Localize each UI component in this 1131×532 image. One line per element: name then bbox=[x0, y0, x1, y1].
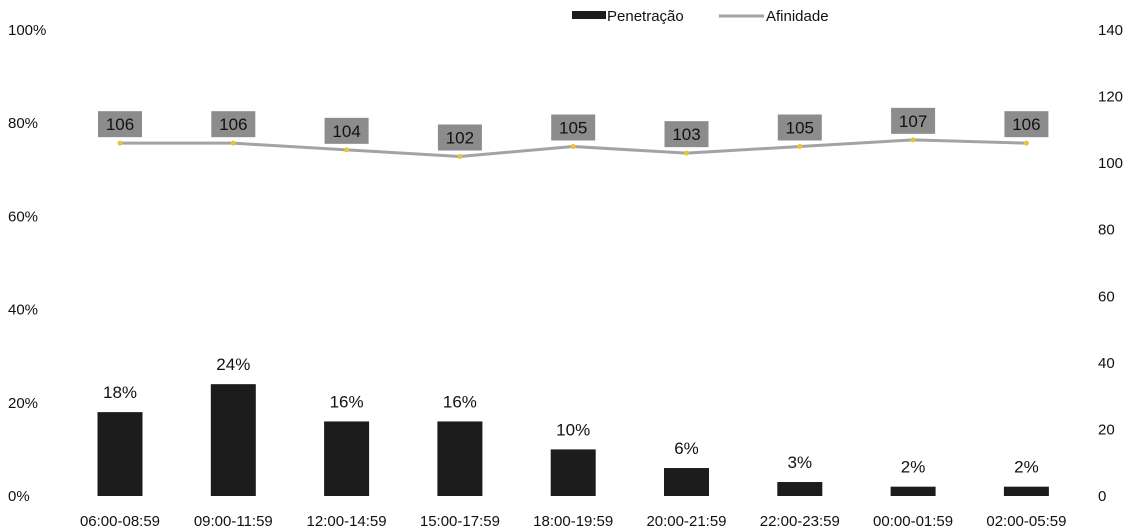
bar-series-penetracao bbox=[97, 384, 1049, 496]
category-label: 09:00-11:59 bbox=[194, 513, 273, 530]
x-axis-categories: 06:00-08:59 09:00-11:59 12:00-14:59 15:00-1… bbox=[80, 513, 1066, 530]
line-label-text: 103 bbox=[672, 125, 700, 144]
bar-value-label: 2% bbox=[901, 458, 926, 477]
right-tick-label: 0 bbox=[1098, 488, 1106, 505]
line-value-label: 106 bbox=[211, 111, 256, 138]
line-label-box bbox=[98, 111, 142, 138]
bar-value-label: 24% bbox=[216, 355, 250, 374]
left-tick-label: 40% bbox=[8, 302, 38, 319]
line-marker bbox=[570, 144, 576, 149]
left-tick-label: 20% bbox=[8, 395, 38, 412]
bar-value-label: 6% bbox=[674, 439, 699, 458]
left-axis: 0% 20% 40% 60% 80% 100% bbox=[8, 22, 46, 505]
bar-value-label: 16% bbox=[443, 392, 477, 411]
line-label-box bbox=[324, 117, 369, 144]
category-label: 12:00-14:59 bbox=[307, 513, 387, 530]
line-marker bbox=[344, 147, 350, 153]
bar bbox=[437, 421, 483, 496]
category-label: 06:00-08:59 bbox=[80, 513, 160, 530]
bar-value-label: 2% bbox=[1014, 458, 1039, 477]
category-label: 18:00-19:59 bbox=[533, 513, 613, 530]
line-marker bbox=[910, 137, 916, 143]
category-label: 02:00-05:59 bbox=[986, 513, 1066, 530]
bar-value-label: 3% bbox=[788, 453, 813, 472]
right-tick-label: 20 bbox=[1098, 421, 1115, 438]
line-label-box bbox=[777, 114, 822, 141]
right-tick-label: 40 bbox=[1098, 355, 1115, 372]
line-label-text: 105 bbox=[786, 119, 814, 138]
line-label-text: 106 bbox=[219, 115, 247, 134]
bar bbox=[210, 384, 256, 496]
line-value-label: 106 bbox=[1004, 111, 1049, 138]
line-marker bbox=[230, 140, 236, 146]
category-label: 00:00-01:59 bbox=[873, 513, 953, 530]
line-label-box bbox=[211, 111, 256, 138]
bar-data-labels: 18% 24% 16% 16% 10% 6% 3% 2% 2% bbox=[103, 355, 1039, 477]
line-value-label: 105 bbox=[551, 114, 596, 141]
line-label-text: 102 bbox=[446, 128, 474, 147]
line-marker bbox=[457, 153, 463, 159]
line-value-label: 106 bbox=[98, 111, 142, 138]
left-tick-label: 60% bbox=[8, 208, 38, 225]
line-label-text: 106 bbox=[1012, 115, 1040, 134]
bar bbox=[324, 421, 370, 496]
left-tick-label: 0% bbox=[8, 488, 30, 505]
legend-swatch-penetracao bbox=[572, 11, 606, 19]
bar bbox=[550, 449, 596, 496]
line-value-label: 102 bbox=[437, 124, 482, 151]
line-value-label: 105 bbox=[777, 114, 822, 141]
category-label: 20:00-21:59 bbox=[646, 513, 726, 530]
line-label-text: 106 bbox=[106, 115, 134, 134]
bar bbox=[1003, 486, 1049, 496]
line-value-label: 104 bbox=[324, 117, 369, 144]
bar-value-label: 10% bbox=[556, 420, 590, 439]
line-label-text: 105 bbox=[559, 119, 587, 138]
line-label-box bbox=[1004, 111, 1049, 138]
bar bbox=[664, 468, 709, 496]
line-label-box bbox=[664, 121, 709, 148]
line-data-labels: 106 106 104 102 105 103 105 107 106 bbox=[98, 107, 1049, 151]
right-tick-label: 100 bbox=[1098, 155, 1123, 172]
bar bbox=[890, 486, 936, 496]
right-tick-label: 80 bbox=[1098, 222, 1115, 239]
legend: Penetração Afinidade bbox=[572, 8, 829, 25]
right-tick-label: 120 bbox=[1098, 89, 1123, 106]
line-label-text: 107 bbox=[899, 112, 927, 131]
bar-value-label: 16% bbox=[330, 392, 364, 411]
left-tick-label: 100% bbox=[8, 22, 46, 39]
line-value-label: 107 bbox=[891, 107, 936, 134]
category-label: 22:00-23:59 bbox=[760, 513, 840, 530]
line-marker bbox=[117, 140, 123, 146]
bar-value-label: 18% bbox=[103, 383, 137, 402]
line-marker bbox=[797, 144, 803, 149]
line-series-afinidade bbox=[117, 137, 1029, 159]
line-label-text: 104 bbox=[332, 122, 360, 141]
right-tick-label: 60 bbox=[1098, 288, 1115, 305]
bar bbox=[777, 482, 823, 496]
legend-label-penetracao: Penetração bbox=[607, 8, 684, 25]
line-label-box bbox=[437, 124, 482, 151]
line-label-box bbox=[551, 114, 596, 141]
right-tick-label: 140 bbox=[1098, 22, 1123, 39]
line-label-box bbox=[891, 107, 936, 134]
category-label: 15:00-17:59 bbox=[420, 513, 500, 530]
bar bbox=[97, 412, 143, 496]
line-marker bbox=[684, 150, 689, 156]
line-marker bbox=[1023, 140, 1029, 146]
legend-label-afinidade: Afinidade bbox=[766, 8, 829, 25]
line-value-label: 103 bbox=[664, 121, 709, 148]
right-axis: 0 20 40 60 80 100 120 140 bbox=[1098, 22, 1123, 505]
left-tick-label: 80% bbox=[8, 115, 38, 132]
